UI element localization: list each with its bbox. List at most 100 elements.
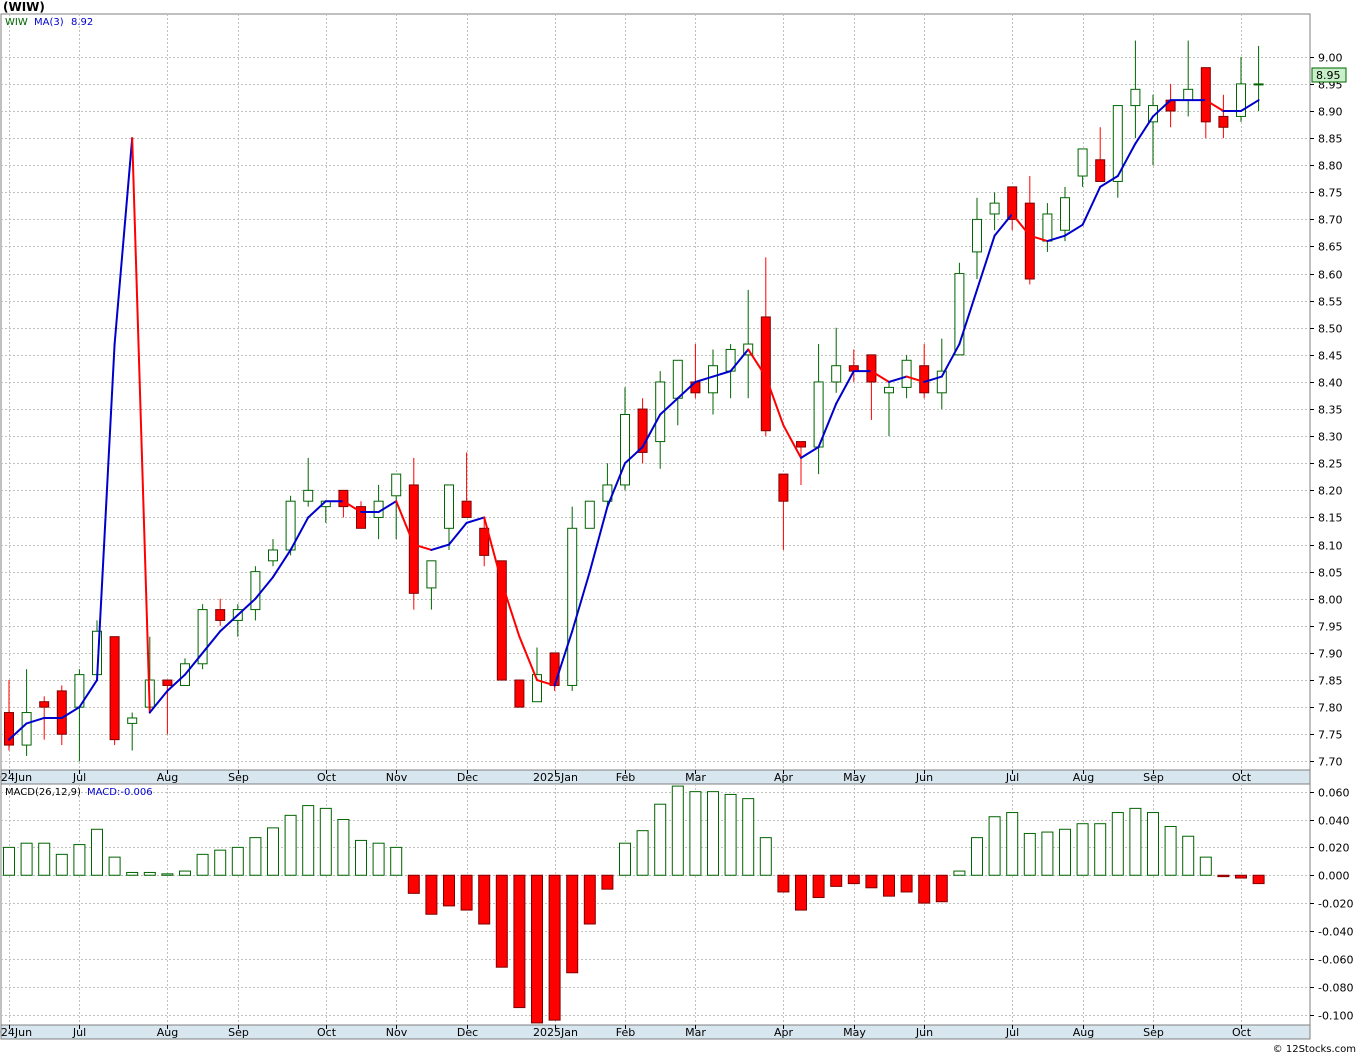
ma3-segment [729, 348, 750, 373]
ma3-segment [782, 424, 802, 459]
x-tick-label: 2025Jan [533, 771, 578, 784]
candle-down [479, 527, 490, 556]
candle-up [1253, 83, 1264, 86]
ma3-segment [289, 516, 310, 551]
ma3-segment [553, 630, 574, 687]
macd-bar-negative [900, 874, 913, 893]
macd-grid [1, 784, 1310, 1025]
x-tick-label: Sep [228, 771, 249, 784]
ma3-segment [747, 348, 767, 378]
macd-bar-positive [988, 816, 1001, 876]
macd-bar-negative [566, 874, 579, 974]
watermark: © 12Stocks.com [1273, 1044, 1356, 1055]
x-tick-label: Jul [72, 1026, 86, 1039]
ma3-segment [835, 370, 855, 405]
ma3-segment [113, 137, 134, 346]
candle-down [866, 354, 877, 383]
macd-bar-negative [918, 874, 931, 904]
x-tick-label: Dec [457, 1026, 478, 1039]
macd-bar-positive [707, 791, 719, 876]
candle-down [461, 500, 472, 518]
x-tick-label: Oct [1232, 1026, 1252, 1039]
ma3-segment [659, 397, 679, 416]
price-y-tick-label: 8.60 [1318, 269, 1343, 282]
macd-bar-negative [460, 874, 473, 911]
price-y-tick-label: 8.50 [1318, 323, 1343, 336]
macd-bar-positive [372, 842, 385, 876]
ma3-segment [500, 581, 521, 638]
ma3-segment [518, 635, 538, 682]
ma3-segment [624, 446, 644, 465]
ma3-line [8, 99, 1260, 741]
ma3-segment [412, 543, 433, 551]
macd-bar-negative [443, 874, 455, 907]
macd-y-tick-label: 0.060 [1318, 787, 1350, 800]
macd-bar-positive [302, 805, 315, 876]
candle-down [1024, 202, 1035, 280]
macd-bar-positive [671, 785, 684, 876]
price-y-tick-label: 8.75 [1318, 187, 1343, 200]
ma3-segment [571, 570, 591, 633]
ma3-segment [1011, 212, 1031, 237]
macd-bar-positive [3, 846, 15, 876]
macd-bar-negative [865, 874, 878, 889]
candle-down [919, 365, 930, 394]
ma3-segment [272, 548, 292, 579]
price-y-axis: 9.00 8.95 8.90 8.85 8.80 8.75 8.70 8.65 8.60 8.55… [1310, 52, 1343, 769]
macd-bar-positive [337, 819, 350, 876]
price-y-tick-label: 9.00 [1318, 52, 1343, 65]
ma3-segment [60, 706, 81, 719]
ma3-segment [1116, 142, 1137, 178]
candle-down [514, 679, 525, 708]
candle-up [197, 609, 208, 665]
x-tick-label: Oct [317, 771, 337, 784]
price-y-tick-label: 8.05 [1318, 567, 1343, 580]
ma3-segment [219, 614, 239, 633]
macd-bar-positive [20, 842, 33, 876]
macd-bar-positive [689, 791, 702, 876]
x-tick-label: Mar [685, 771, 706, 784]
ma3-segment [536, 679, 556, 687]
ma3-segment [483, 516, 503, 584]
candle-up [1060, 197, 1070, 231]
price-panel: 9.00 8.95 8.90 8.85 8.80 8.75 8.70 8.65 8.60 8.55… [0, 13, 1347, 785]
x-tick-label: Jul [72, 771, 86, 784]
macd-bar-positive [1182, 835, 1195, 876]
candle-down [408, 484, 419, 594]
macd-y-axis: 0.060 0.040 0.020 0.000 -0.020 -0.040 -0.060 -0… [1310, 787, 1353, 1023]
macd-bar-positive [636, 830, 649, 876]
macd-y-tick-label: -0.020 [1318, 898, 1353, 911]
candle-down [796, 441, 806, 448]
ma3-segment [1240, 99, 1260, 113]
ma3-segment [1134, 115, 1154, 145]
ma3-segment [940, 343, 961, 378]
macd-bar-positive [38, 842, 51, 876]
candle-up [1130, 88, 1141, 107]
candle-up [127, 717, 138, 724]
macd-bar-negative [583, 874, 596, 925]
x-tick-label: Feb [616, 1026, 635, 1039]
macd-bar-positive [1164, 825, 1177, 876]
candle-down [162, 679, 173, 686]
candle-up [268, 549, 278, 562]
x-tick-label: Apr [774, 1026, 794, 1039]
price-y-tick-label: 8.70 [1318, 214, 1343, 227]
x-tick-label: May [843, 1026, 866, 1039]
ma3-segment [1064, 223, 1084, 237]
macd-bar-negative [1217, 874, 1230, 878]
candle-up [672, 359, 683, 399]
x-tick-label: Aug [1073, 1026, 1094, 1039]
macd-bar-negative [601, 874, 614, 890]
x-tick-label: Oct [317, 1026, 337, 1039]
ma3-segment [993, 212, 1014, 237]
macd-bar-negative [513, 874, 526, 1009]
price-y-tick-label: 7.70 [1318, 756, 1343, 769]
legend-macd-value: MACD:-0.006 [87, 787, 153, 798]
macd-bar-positive [619, 842, 631, 876]
candle-up [901, 359, 912, 388]
price-y-tick-label: 7.95 [1318, 621, 1343, 634]
candle-down [778, 473, 789, 502]
x-tick-label: Mar [685, 1026, 706, 1039]
x-tick-label: Sep [1143, 771, 1164, 784]
candle-up [303, 489, 314, 502]
